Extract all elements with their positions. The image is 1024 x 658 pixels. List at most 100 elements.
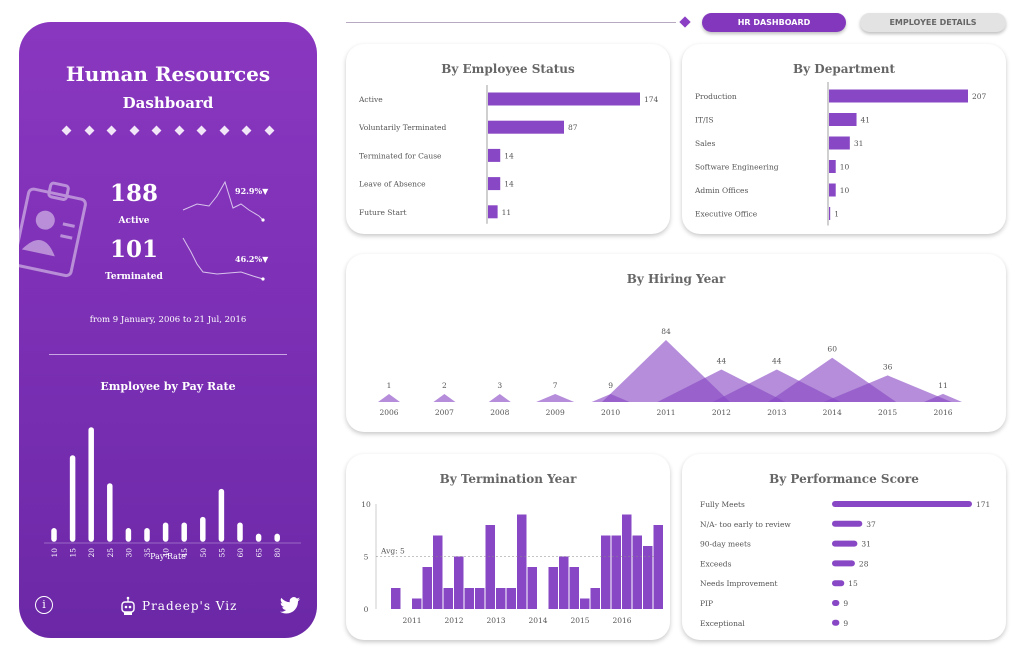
info-icon[interactable]: i bbox=[35, 596, 53, 614]
department-chart: Production 207 IT/IS 41 Sales 31 Software Engi… bbox=[694, 82, 987, 226]
status-value-label: 174 bbox=[644, 95, 659, 104]
status-value-label: 87 bbox=[568, 123, 578, 132]
department-bar bbox=[829, 207, 831, 220]
termination-bar bbox=[391, 588, 401, 609]
hiring-value-label: 44 bbox=[717, 357, 727, 366]
hiring-value-label: 3 bbox=[497, 381, 502, 390]
termination-bar bbox=[485, 525, 495, 609]
sidebar-panel: Human Resources Dashboard 188 Active 92.… bbox=[19, 22, 317, 638]
active-count: 188 bbox=[109, 180, 158, 207]
termination-bar bbox=[475, 588, 485, 609]
hiring-mark bbox=[433, 394, 456, 402]
performance-value-label: 171 bbox=[976, 500, 990, 509]
termination-bar bbox=[590, 588, 600, 609]
hiring-value-label: 44 bbox=[772, 357, 782, 366]
hiring-mark bbox=[536, 394, 575, 402]
termination-avg-label: Avg: 5 bbox=[380, 547, 405, 556]
status-value-label: 14 bbox=[504, 180, 514, 189]
status-bar bbox=[488, 92, 640, 106]
department-category-label: Production bbox=[695, 92, 737, 101]
status-bar bbox=[488, 205, 498, 219]
termination-bar bbox=[527, 567, 537, 609]
id-badge-icon bbox=[19, 181, 87, 278]
dashboard-subtitle: Dashboard bbox=[122, 94, 214, 112]
termination-bar bbox=[496, 588, 506, 609]
department-category-label: Sales bbox=[695, 139, 715, 148]
department-bar bbox=[829, 136, 850, 150]
pay-tick-label: 55 bbox=[217, 548, 226, 558]
termination-bar bbox=[443, 588, 453, 609]
department-value-label: 207 bbox=[972, 92, 987, 101]
termination-bar bbox=[643, 546, 653, 609]
robot-icon bbox=[121, 596, 135, 615]
department-bar bbox=[829, 160, 836, 173]
performance-category-label: Exceptional bbox=[700, 619, 745, 628]
department-title: By Department bbox=[793, 62, 895, 76]
date-range: from 9 January, 2006 to 21 Jul, 2016 bbox=[89, 315, 247, 325]
hiring-year-label: 2014 bbox=[823, 408, 842, 417]
performance-card: By Performance Score Fully Meets 171 N/A- … bbox=[682, 454, 1006, 640]
status-category-label: Active bbox=[358, 95, 383, 104]
active-label: Active bbox=[118, 216, 150, 226]
termination-bar bbox=[506, 588, 516, 609]
nav-diamond bbox=[679, 16, 691, 28]
hr-dashboard-button[interactable]: HR DASHBOARD bbox=[702, 13, 846, 32]
termination-y-tick: 5 bbox=[364, 553, 369, 562]
department-value-label: 31 bbox=[854, 139, 864, 148]
termination-x-tick: 2015 bbox=[570, 616, 589, 625]
pay-tick-label: 35 bbox=[143, 548, 152, 558]
termination-bar bbox=[548, 567, 558, 609]
department-category-label: Admin Offices bbox=[694, 186, 748, 195]
department-category-label: IT/IS bbox=[695, 116, 714, 125]
termination-y-tick: 10 bbox=[361, 500, 371, 509]
status-category-label: Leave of Absence bbox=[359, 180, 426, 189]
hiring-year-label: 2013 bbox=[767, 408, 786, 417]
termination-chart: 0 5 10 Avg: 5 2011 2012 2013 2014 2015 2016 bbox=[361, 500, 663, 625]
termination-title: By Termination Year bbox=[439, 472, 577, 486]
department-value-label: 10 bbox=[840, 163, 850, 172]
performance-category-label: Exceeds bbox=[700, 559, 732, 568]
termination-bar bbox=[559, 556, 569, 609]
termination-bar bbox=[412, 598, 422, 609]
termination-bar bbox=[622, 514, 632, 609]
termination-y-tick: 0 bbox=[364, 605, 369, 614]
pay-tick-label: 30 bbox=[124, 548, 133, 558]
termination-bar bbox=[611, 535, 621, 609]
status-bar bbox=[488, 148, 501, 162]
pay-tick-label: 40 bbox=[162, 548, 171, 558]
performance-category-label: Fully Meets bbox=[700, 500, 745, 509]
termination-bar bbox=[601, 535, 611, 609]
brand-name: Pradeep's Viz bbox=[142, 599, 238, 613]
status-category-label: Voluntarily Terminated bbox=[358, 123, 447, 132]
pay-rate-axis-label: Pay Rate bbox=[150, 552, 186, 561]
termination-x-tick: 2011 bbox=[402, 616, 421, 625]
employee-details-button[interactable]: EMPLOYEE DETAILS bbox=[860, 13, 1006, 32]
status-title: By Employee Status bbox=[441, 62, 575, 76]
brand-logo: Pradeep's Viz bbox=[119, 596, 237, 616]
hiring-year-label: 2012 bbox=[712, 408, 731, 417]
hiring-value-label: 84 bbox=[661, 327, 671, 336]
hiring-value-label: 2 bbox=[442, 381, 447, 390]
hiring-card: By Hiring Year 1 2006 2 2007 3 2008 7 2009 9 2010… bbox=[346, 254, 1006, 432]
department-value-label: 1 bbox=[834, 210, 839, 219]
pay-tick-label: 80 bbox=[273, 548, 282, 558]
status-bar bbox=[488, 177, 501, 191]
pay-rate-chart: 10 15 20 25 30 35 40 45 50 55 60 65 80 bbox=[44, 427, 301, 558]
hiring-value-label: 7 bbox=[553, 381, 558, 390]
status-value-label: 14 bbox=[504, 151, 514, 160]
department-bar bbox=[829, 89, 968, 103]
pay-rate-title: Employee by Pay Rate bbox=[100, 380, 236, 393]
pay-tick-label: 15 bbox=[69, 548, 78, 558]
department-value-label: 10 bbox=[840, 186, 850, 195]
termination-bar bbox=[422, 567, 432, 609]
performance-value-label: 9 bbox=[843, 619, 848, 628]
twitter-icon[interactable] bbox=[279, 596, 301, 616]
performance-category-label: PIP bbox=[700, 599, 713, 608]
performance-chart: Fully Meets 171 N/A- too early to review 37… bbox=[700, 500, 990, 628]
termination-bar bbox=[653, 525, 663, 609]
hiring-value-label: 9 bbox=[608, 381, 613, 390]
hiring-title: By Hiring Year bbox=[626, 272, 726, 286]
status-category-label: Terminated for Cause bbox=[359, 151, 442, 160]
status-value-label: 11 bbox=[502, 208, 512, 217]
performance-value-label: 37 bbox=[866, 520, 876, 529]
